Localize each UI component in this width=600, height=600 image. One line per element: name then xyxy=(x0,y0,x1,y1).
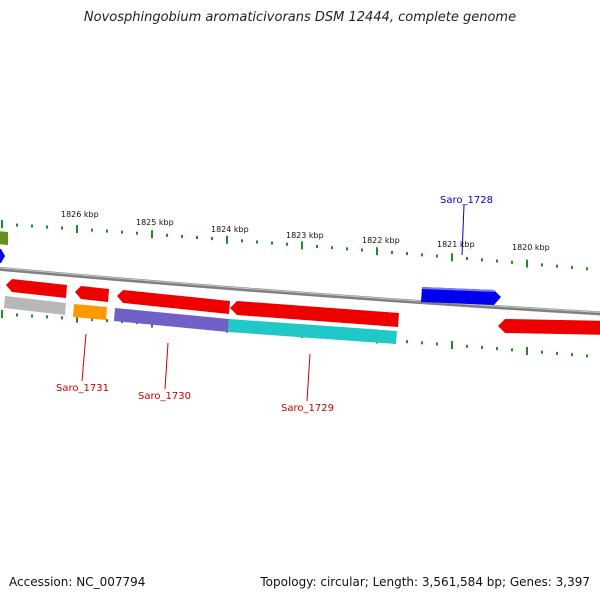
scale-label-1820: 1820 kbp xyxy=(512,243,550,252)
scale-label-1823: 1823 kbp xyxy=(286,231,324,240)
gene-label-saro-1731[interactable]: Saro_1731 xyxy=(56,383,109,394)
scale-outer-minor-tick xyxy=(166,233,168,237)
scale-outer-minor-tick xyxy=(181,234,183,238)
scale-outer-major-tick xyxy=(226,235,228,244)
feature-green-edge[interactable] xyxy=(0,231,8,245)
scale-outer-minor-tick xyxy=(331,246,333,250)
scale-outer-minor-tick xyxy=(106,229,108,233)
scale-inner-minor-tick xyxy=(31,314,33,318)
scale-outer-major-tick xyxy=(376,247,378,256)
gene-saro-1728-arrow[interactable] xyxy=(421,287,501,305)
gene-forward-edge-arrow[interactable] xyxy=(0,249,5,263)
gene-reverse-5[interactable] xyxy=(498,319,600,335)
scale-outer-minor-tick xyxy=(556,264,558,268)
scale-outer-minor-tick xyxy=(421,253,423,257)
gene-reverse-3[interactable] xyxy=(117,290,230,314)
scale-outer-minor-tick xyxy=(16,223,18,227)
gene-label-saro-1730[interactable]: Saro_1730 xyxy=(138,391,191,402)
scale-outer-minor-tick xyxy=(391,250,393,254)
scale-inner-major-tick xyxy=(76,314,78,323)
scale-inner-minor-tick xyxy=(61,316,63,320)
map-title: Novosphingobium aromaticivorans DSM 1244… xyxy=(83,10,517,25)
scale-inner-minor-tick xyxy=(511,348,513,352)
gene-reverse-1[interactable] xyxy=(6,279,67,298)
scale-outer-minor-tick xyxy=(541,263,543,267)
scale-inner-minor-tick xyxy=(106,319,108,323)
scale-outer-minor-tick xyxy=(91,228,93,232)
leader-saro-1729 xyxy=(306,353,311,402)
scale-ticks-outer xyxy=(1,220,588,271)
scale-outer-minor-tick xyxy=(241,239,243,243)
scale-outer-major-tick xyxy=(1,220,3,229)
scale-inner-minor-tick xyxy=(436,342,438,346)
scale-outer-minor-tick xyxy=(61,226,63,230)
scale-inner-minor-tick xyxy=(481,345,483,349)
gene-reverse-4[interactable] xyxy=(230,301,399,327)
scale-outer-minor-tick xyxy=(211,237,213,241)
scale-outer-minor-tick xyxy=(481,258,483,262)
scale-inner-major-tick xyxy=(451,341,453,350)
scale-label-1822: 1822 kbp xyxy=(362,236,400,245)
scale-outer-minor-tick xyxy=(286,242,288,246)
leader-saro-1731 xyxy=(81,333,87,382)
scale-inner-major-tick xyxy=(1,310,3,319)
scale-label-1826: 1826 kbp xyxy=(61,210,99,219)
scale-outer-minor-tick xyxy=(196,236,198,240)
scale-outer-minor-tick xyxy=(511,260,513,264)
scale-outer-minor-tick xyxy=(361,248,363,252)
scale-inner-minor-tick xyxy=(46,315,48,319)
scale-inner-minor-tick xyxy=(421,341,423,345)
scale-inner-minor-tick xyxy=(406,340,408,344)
scale-inner-minor-tick xyxy=(556,351,558,355)
scale-outer-minor-tick xyxy=(136,231,138,235)
scale-inner-minor-tick xyxy=(541,350,543,354)
feature-saro-1731-orange[interactable] xyxy=(73,304,107,320)
scale-inner-minor-tick xyxy=(571,353,573,357)
feature-saro-1729-cyan[interactable] xyxy=(228,319,397,344)
scale-outer-minor-tick xyxy=(466,257,468,261)
genome-summary-text: Topology: circular; Length: 3,561,584 bp… xyxy=(260,575,590,589)
scale-inner-major-tick xyxy=(526,346,528,355)
scale-outer-minor-tick xyxy=(571,265,573,269)
scale-inner-minor-tick xyxy=(496,347,498,351)
scale-outer-minor-tick xyxy=(31,224,33,228)
scale-inner-minor-tick xyxy=(16,313,18,317)
scale-outer-minor-tick xyxy=(436,254,438,258)
gene-reverse-2[interactable] xyxy=(75,286,109,302)
scale-outer-major-tick xyxy=(301,241,303,250)
gene-label-saro-1729[interactable]: Saro_1729 xyxy=(281,403,334,414)
scale-outer-minor-tick xyxy=(346,247,348,251)
scale-outer-major-tick xyxy=(451,253,453,262)
gene-label-saro-1728[interactable]: Saro_1728 xyxy=(440,195,493,206)
scale-outer-minor-tick xyxy=(496,259,498,263)
gene-saro-1728-shine xyxy=(422,287,495,292)
scale-label-1824: 1824 kbp xyxy=(211,225,249,234)
scale-outer-minor-tick xyxy=(256,240,258,244)
scale-inner-minor-tick xyxy=(91,318,93,322)
scale-outer-minor-tick xyxy=(121,230,123,234)
scale-outer-major-tick xyxy=(526,259,528,268)
scale-inner-minor-tick xyxy=(466,344,468,348)
feature-saro-1730-purple[interactable] xyxy=(114,308,229,332)
leader-saro-1728 xyxy=(461,204,465,256)
scale-outer-minor-tick xyxy=(316,245,318,249)
scale-inner-minor-tick xyxy=(586,354,588,358)
scale-outer-major-tick xyxy=(76,225,78,234)
scale-outer-minor-tick xyxy=(586,267,588,271)
leader-saro-1730 xyxy=(164,342,169,390)
scale-outer-minor-tick xyxy=(271,241,273,245)
scale-label-1821: 1821 kbp xyxy=(437,240,475,249)
scale-outer-minor-tick xyxy=(46,225,48,229)
scale-label-1825: 1825 kbp xyxy=(136,218,174,227)
genome-backbone-highlight xyxy=(0,267,600,313)
accession-text: Accession: NC_007794 xyxy=(9,575,146,589)
genome-backbone xyxy=(0,266,600,316)
feature-gray[interactable] xyxy=(4,296,66,315)
scale-outer-minor-tick xyxy=(406,252,408,256)
scale-outer-major-tick xyxy=(151,230,153,239)
